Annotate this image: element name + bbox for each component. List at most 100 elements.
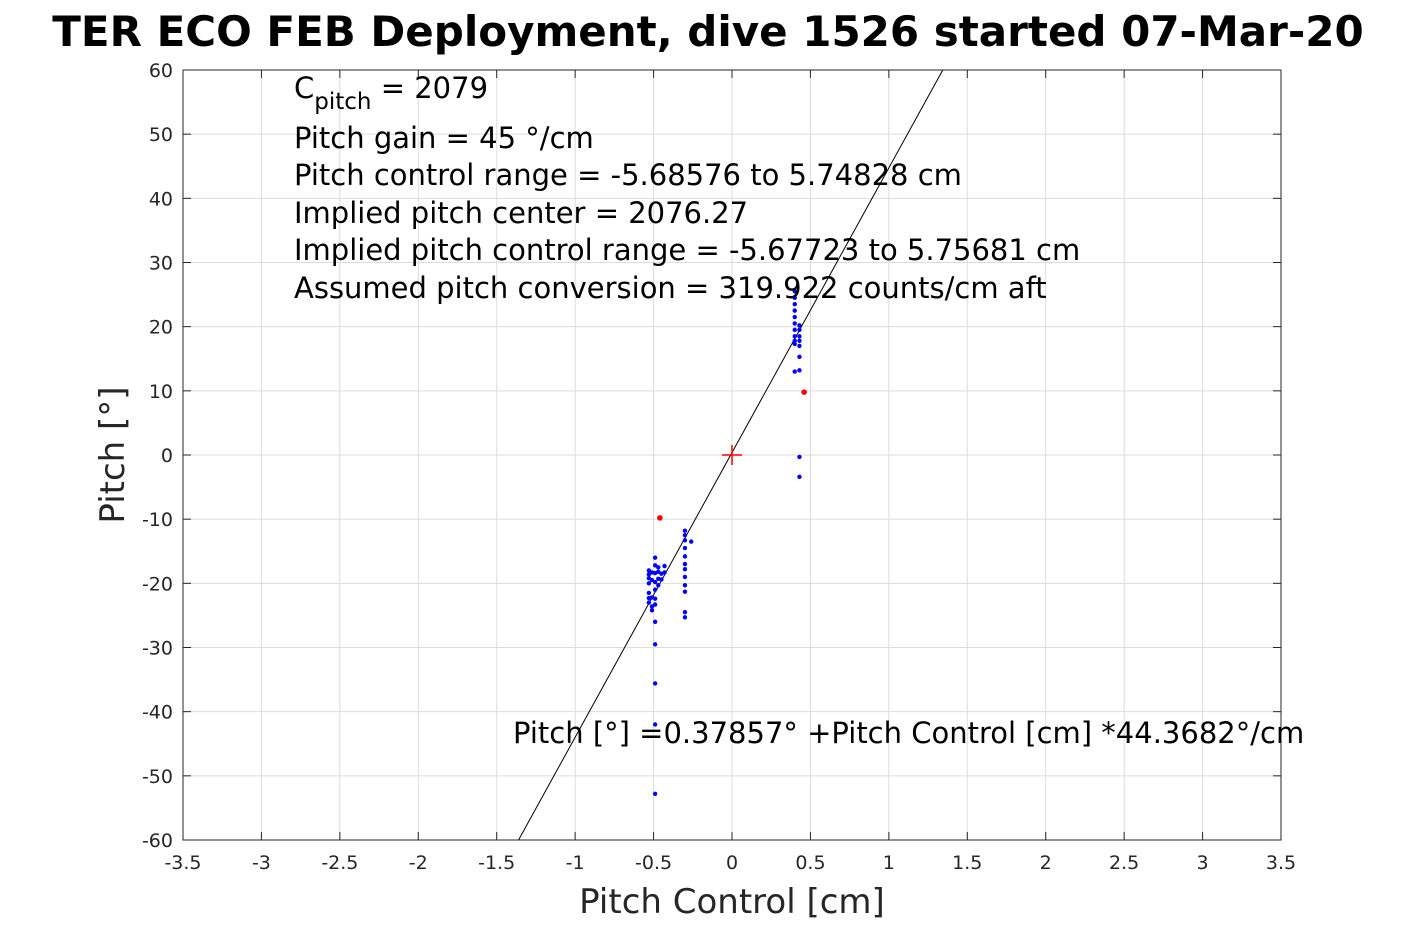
- data-point: [659, 577, 664, 582]
- data-point: [792, 334, 797, 339]
- data-point: [652, 602, 658, 607]
- data-point: [797, 338, 802, 343]
- data-point: [652, 791, 658, 796]
- y-tick-label: 40: [149, 188, 173, 210]
- annotation-line-center: Implied pitch center = 2076.27: [294, 196, 748, 230]
- x-tick-label: 3.5: [1266, 852, 1296, 874]
- data-point: [792, 369, 797, 374]
- data-point: [652, 642, 658, 647]
- chart-title: TER ECO FEB Deployment, dive 1526 starte…: [52, 7, 1363, 56]
- data-point: [682, 567, 688, 572]
- x-tick-label: -1: [566, 852, 585, 874]
- y-tick-label: -10: [142, 509, 173, 531]
- x-tick-label: -0.5: [635, 852, 672, 874]
- data-point: [792, 295, 797, 300]
- x-axis-label: Pitch Control [cm]: [579, 882, 885, 922]
- data-point: [682, 610, 688, 615]
- data-point: [797, 368, 802, 373]
- data-point: [682, 554, 688, 559]
- data-point: [652, 619, 658, 625]
- data-point: [797, 474, 802, 480]
- annotation-line-control-range: Pitch control range = -5.68576 to 5.7482…: [294, 158, 962, 192]
- annotation-line-gain: Pitch gain = 45 °/cm: [294, 121, 594, 155]
- data-point: [797, 327, 802, 333]
- x-tick-label: -2: [409, 852, 428, 874]
- data-point: [792, 302, 797, 307]
- data-point: [682, 583, 688, 588]
- grid: [182, 69, 1282, 841]
- cpitch-value: = 2079: [371, 71, 488, 105]
- data-point: [797, 323, 802, 328]
- y-axis-label: Pitch [°]: [93, 386, 133, 523]
- data-point: [652, 579, 658, 585]
- data-point: [792, 341, 797, 347]
- x-tick-label: 2.5: [1109, 852, 1139, 874]
- x-tick-label: 3: [1197, 852, 1209, 874]
- y-tick-label: -50: [142, 766, 173, 788]
- y-tick-label: 50: [149, 124, 173, 146]
- data-point: [792, 308, 797, 313]
- data-point: [797, 354, 802, 360]
- outlier-point: [657, 515, 663, 521]
- data-point: [682, 561, 688, 567]
- y-tick-label: -20: [142, 573, 173, 595]
- data-point: [792, 314, 797, 320]
- y-tick-label: 10: [149, 381, 173, 403]
- y-tick-label: -40: [142, 702, 173, 724]
- data-point: [652, 722, 658, 727]
- data-point: [652, 587, 658, 592]
- data-point: [792, 338, 797, 343]
- cpitch-symbol: C: [294, 71, 314, 105]
- annotation-line-cpitch: Cpitch = 2079: [294, 71, 488, 115]
- data-point: [652, 555, 658, 560]
- x-tick-label: 1: [883, 852, 895, 874]
- x-tick-label: -3.5: [164, 852, 201, 874]
- y-tick-label: -30: [142, 638, 173, 660]
- x-tick-label: 0: [726, 852, 738, 874]
- center-plus-marker: [722, 445, 742, 465]
- data-point: [662, 570, 667, 575]
- data-point: [792, 289, 797, 294]
- data-point: [797, 343, 802, 349]
- data-point: [682, 589, 688, 594]
- data-point: [646, 581, 652, 586]
- cpitch-subscript: pitch: [314, 89, 371, 115]
- y-tick-label: 30: [149, 253, 173, 275]
- y-axis-tick-labels: -60 -50 -40 -30 -20 -10 0 10 20 30 40 50 60: [142, 60, 173, 852]
- data-point: [792, 327, 797, 333]
- y-tick-label: 0: [161, 445, 173, 467]
- x-tick-label: 2: [1040, 852, 1052, 874]
- data-point: [656, 583, 661, 588]
- data-point: [656, 565, 661, 570]
- axis-ticks: [182, 69, 1282, 841]
- data-point: [682, 528, 688, 533]
- annotation-line-implied-range: Implied pitch control range = -5.67723 t…: [294, 233, 1080, 267]
- y-tick-label: 60: [149, 60, 173, 82]
- data-point: [682, 538, 688, 543]
- data-point: [652, 596, 658, 601]
- data-point: [682, 574, 688, 580]
- data-point: [652, 681, 658, 686]
- x-axis-tick-labels: -3.5 -3 -2.5 -2 -1.5 -1 -0.5 0 0.5 1 1.5 2 2.5 3 3.5: [164, 852, 1296, 874]
- data-point: [689, 539, 694, 544]
- calibration-annotation: Cpitch = 2079 Pitch gain = 45 °/cm Pitch…: [294, 71, 1080, 305]
- y-tick-label: 20: [149, 317, 173, 339]
- x-tick-label: -1.5: [478, 852, 515, 874]
- data-point: [792, 321, 797, 326]
- data-point: [646, 600, 652, 605]
- x-tick-label: 0.5: [795, 852, 825, 874]
- x-tick-label: -3: [252, 852, 271, 874]
- x-tick-label: -2.5: [321, 852, 358, 874]
- data-point: [646, 590, 652, 596]
- data-points: [646, 289, 807, 796]
- data-point: [649, 608, 655, 613]
- data-point: [797, 334, 802, 339]
- annotation-line-conversion: Assumed pitch conversion = 319.922 count…: [294, 271, 1047, 305]
- data-point: [797, 454, 802, 460]
- x-tick-label: 1.5: [952, 852, 982, 874]
- data-point: [682, 615, 688, 620]
- data-point: [662, 563, 667, 569]
- fit-equation-label: Pitch [°] =0.37857° +Pitch Control [cm] …: [513, 716, 1304, 750]
- y-tick-label: -60: [142, 830, 173, 852]
